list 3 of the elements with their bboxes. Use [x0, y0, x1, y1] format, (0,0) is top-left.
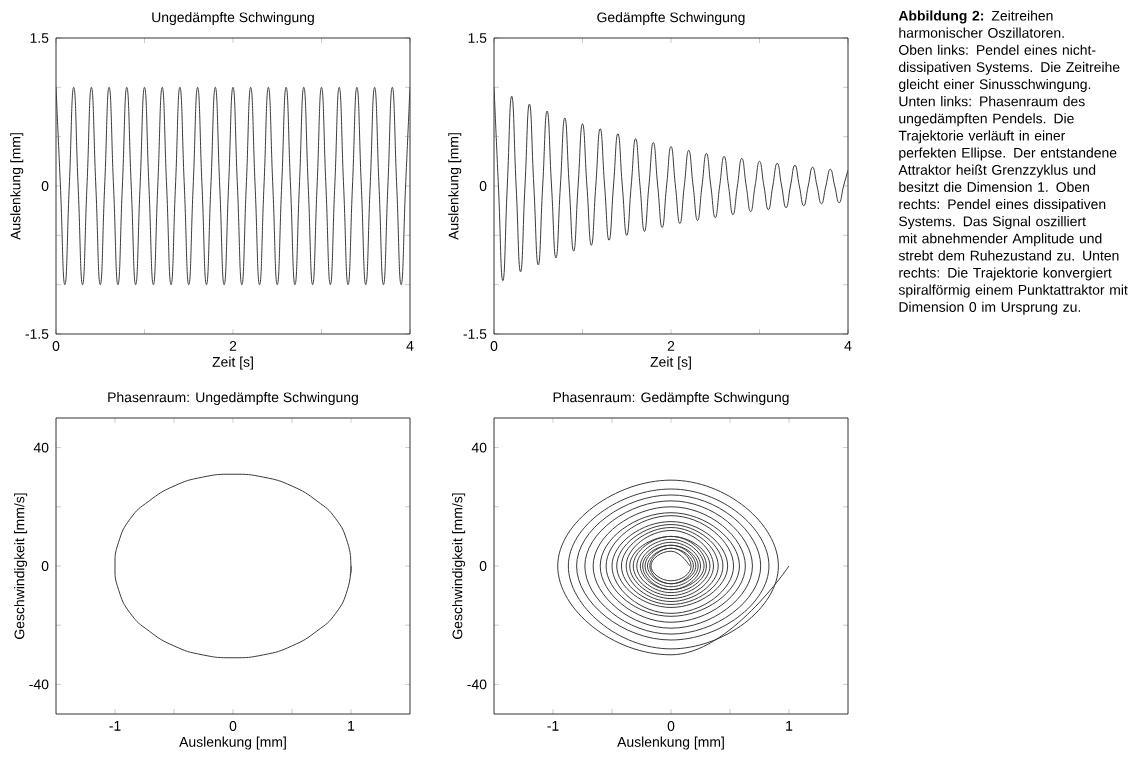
line-series — [114, 473, 352, 659]
line-series — [494, 86, 849, 282]
line-series — [557, 479, 790, 656]
